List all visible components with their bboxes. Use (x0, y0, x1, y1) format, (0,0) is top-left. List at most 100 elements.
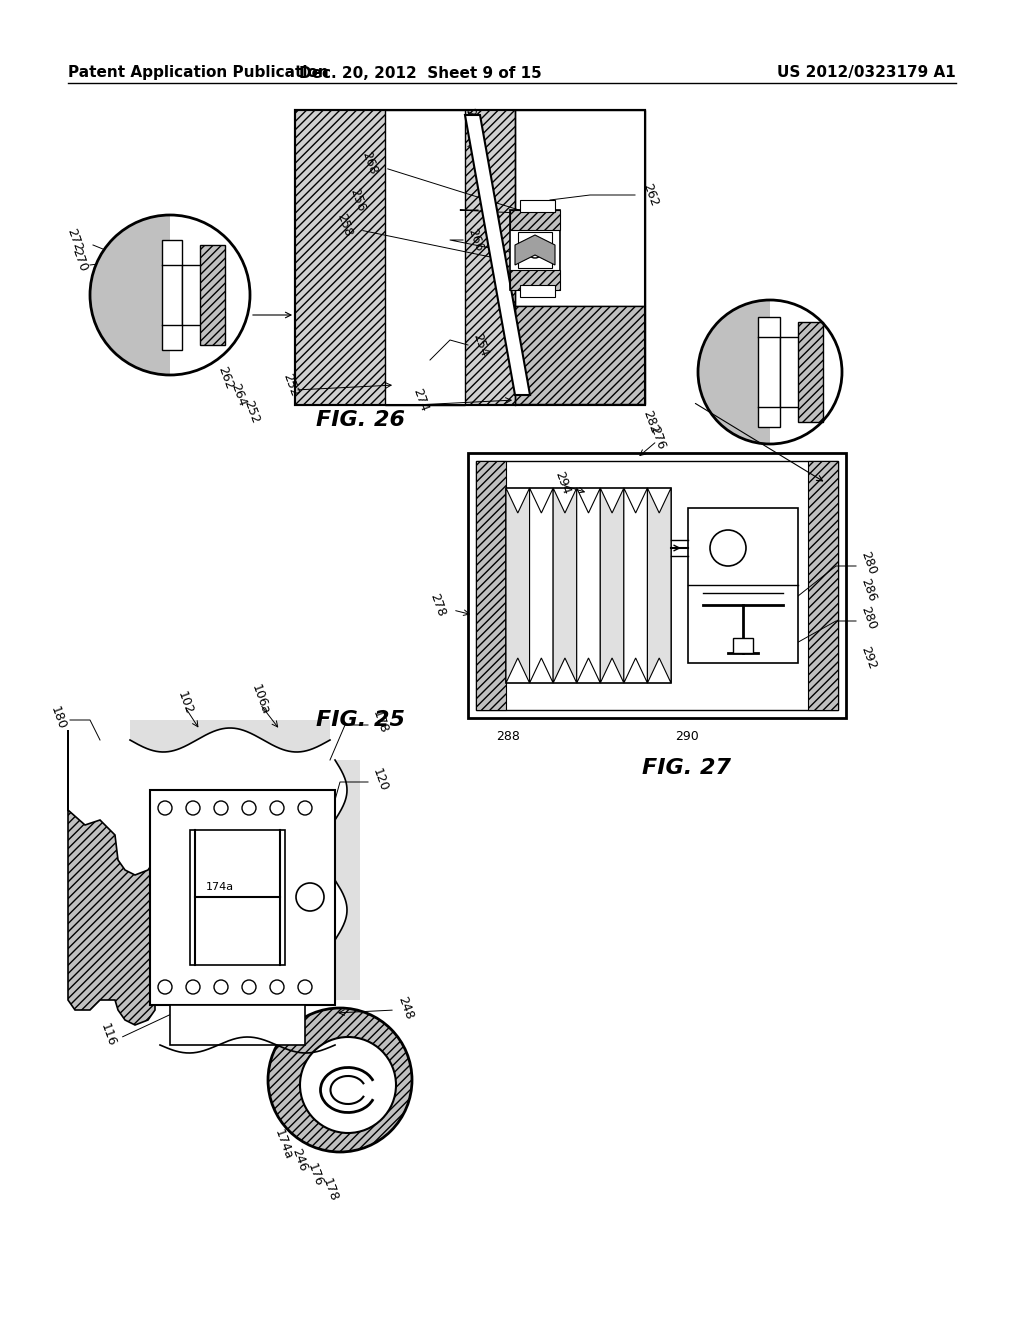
Bar (688, 508, 798, 663)
Text: 288: 288 (496, 730, 520, 742)
Text: 252: 252 (280, 372, 300, 399)
Text: 254: 254 (470, 331, 490, 359)
Bar (510, 271, 560, 290)
Bar (515, 110, 645, 306)
Text: 270: 270 (70, 247, 90, 273)
Text: 256: 256 (348, 186, 368, 214)
Circle shape (270, 801, 284, 814)
Circle shape (268, 1008, 412, 1152)
Polygon shape (770, 300, 842, 444)
Text: 246: 246 (290, 1147, 310, 1173)
Bar (476, 461, 506, 710)
Circle shape (298, 979, 312, 994)
Text: 290: 290 (675, 730, 698, 742)
Text: 120: 120 (370, 767, 390, 793)
Text: 252: 252 (241, 399, 261, 425)
Text: 272: 272 (65, 227, 85, 253)
Text: 276: 276 (647, 425, 668, 451)
Bar (510, 210, 560, 230)
Text: 266: 266 (465, 227, 485, 253)
Text: 282: 282 (640, 409, 660, 436)
Circle shape (242, 801, 256, 814)
Bar (518, 232, 552, 268)
Text: 174a: 174a (206, 882, 234, 892)
Circle shape (296, 883, 324, 911)
Bar (182, 265, 217, 325)
Bar (520, 201, 555, 213)
Text: 268: 268 (359, 149, 380, 177)
Bar (150, 789, 335, 1005)
Text: 250: 250 (462, 107, 482, 133)
Text: FIG. 26: FIG. 26 (315, 411, 404, 430)
Polygon shape (68, 730, 155, 1026)
Polygon shape (647, 488, 671, 682)
Polygon shape (553, 488, 577, 682)
Bar (170, 1005, 305, 1045)
Text: 286: 286 (858, 577, 879, 603)
Text: FIG. 27: FIG. 27 (642, 758, 731, 777)
Circle shape (527, 242, 543, 257)
Text: 262: 262 (640, 182, 660, 209)
Circle shape (270, 979, 284, 994)
Bar (510, 210, 560, 290)
Bar (758, 317, 780, 426)
Text: 292: 292 (858, 644, 879, 672)
Polygon shape (577, 488, 600, 682)
Circle shape (158, 801, 172, 814)
Text: 284: 284 (805, 392, 825, 418)
Circle shape (214, 979, 228, 994)
Circle shape (214, 801, 228, 814)
Text: 264: 264 (480, 197, 501, 223)
Polygon shape (529, 488, 553, 682)
Bar (295, 110, 645, 405)
Polygon shape (600, 488, 624, 682)
Polygon shape (90, 215, 170, 375)
Text: 116: 116 (97, 1022, 118, 1048)
Bar (515, 306, 645, 404)
Text: 176: 176 (305, 1162, 325, 1188)
Text: Patent Application Publication: Patent Application Publication (68, 66, 329, 81)
Text: 264: 264 (228, 381, 248, 408)
Bar (780, 337, 820, 407)
Circle shape (242, 979, 256, 994)
Circle shape (298, 801, 312, 814)
Bar (468, 453, 846, 718)
Text: 258: 258 (335, 211, 355, 239)
Circle shape (300, 1038, 396, 1133)
Circle shape (186, 979, 200, 994)
Text: 248: 248 (395, 994, 416, 1022)
Text: 262: 262 (215, 364, 236, 391)
Polygon shape (465, 115, 530, 395)
Text: 278: 278 (428, 591, 449, 619)
Text: US 2012/0323179 A1: US 2012/0323179 A1 (777, 66, 956, 81)
Text: 178: 178 (370, 709, 390, 735)
Bar (520, 285, 555, 297)
Text: 280: 280 (858, 549, 879, 577)
Circle shape (186, 801, 200, 814)
Bar (190, 830, 285, 965)
Text: Dec. 20, 2012  Sheet 9 of 15: Dec. 20, 2012 Sheet 9 of 15 (299, 66, 542, 81)
Bar (295, 110, 645, 405)
Bar (733, 638, 753, 653)
Bar (506, 488, 671, 682)
Text: 180: 180 (48, 705, 68, 731)
Circle shape (710, 531, 746, 566)
Text: 102: 102 (175, 689, 196, 717)
Text: 174a: 174a (272, 1129, 295, 1162)
Bar (798, 322, 823, 422)
Bar (200, 246, 225, 345)
Polygon shape (698, 300, 770, 444)
Text: FIG. 25: FIG. 25 (315, 710, 404, 730)
Polygon shape (506, 488, 529, 682)
Circle shape (158, 979, 172, 994)
Text: 274: 274 (410, 387, 430, 413)
Text: 106a: 106a (249, 682, 271, 717)
Bar (808, 461, 838, 710)
Text: 294: 294 (552, 470, 572, 496)
Bar (162, 240, 182, 350)
Polygon shape (515, 235, 555, 265)
Bar (476, 461, 838, 710)
Text: 280: 280 (858, 605, 879, 631)
Polygon shape (624, 488, 647, 682)
Polygon shape (170, 215, 250, 375)
